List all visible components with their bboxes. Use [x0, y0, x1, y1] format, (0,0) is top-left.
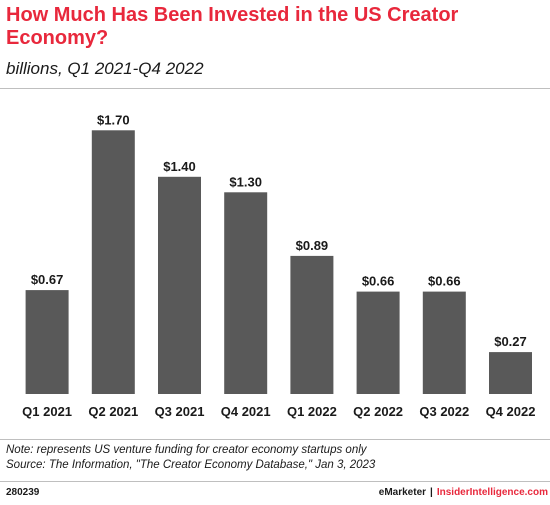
x-tick-label-q4-2021: Q4 2021: [221, 404, 271, 419]
bars-group: [25, 130, 532, 395]
bar-q3-2021: [158, 176, 201, 394]
bar-q3-2022: [422, 291, 466, 394]
value-label-q1-2021: $0.67: [31, 272, 64, 287]
x-tick-label-q3-2022: Q3 2022: [419, 404, 469, 419]
bar-q4-2022: [489, 352, 532, 394]
value-label-q3-2021: $1.40: [163, 159, 196, 174]
chart-subtitle: billions, Q1 2021-Q4 2022: [6, 59, 204, 78]
value-label-q4-2022: $0.27: [494, 334, 527, 349]
value-label-q2-2021: $1.70: [97, 112, 130, 127]
value-label-q3-2022: $0.66: [428, 274, 461, 289]
footer-divider: [0, 439, 550, 440]
bar-q1-2021: [25, 290, 69, 394]
value-label-q1-2022: $0.89: [296, 238, 329, 253]
credit-separator: |: [430, 487, 433, 498]
brand-insiderintelligence-link[interactable]: InsiderIntelligence.com: [436, 487, 548, 498]
bar-q1-2022: [290, 255, 334, 394]
bottom-divider: [0, 481, 550, 482]
chart-note: Note: represents US venture funding for …: [6, 444, 367, 456]
bar-q4-2021: [224, 192, 268, 394]
x-tick-label-q1-2022: Q1 2022: [287, 404, 337, 419]
bar-q2-2021: [91, 130, 135, 395]
x-tick-label-q1-2021: Q1 2021: [22, 404, 72, 419]
bar-q2-2022: [356, 291, 400, 394]
value-label-q4-2021: $1.30: [229, 174, 262, 189]
x-tick-label-q3-2021: Q3 2021: [155, 404, 205, 419]
x-tick-label-q2-2021: Q2 2021: [88, 404, 138, 419]
chart-title: How Much Has Been Invested in the US Cre…: [6, 4, 459, 49]
x-axis-labels-group: Q1 2021 Q2 2021 Q3 2021 Q4 2021 Q1 2022 Q2 20…: [22, 404, 535, 419]
credit-line: eMarketer | InsiderIntelligence.com: [379, 487, 548, 498]
chart-id: 280239: [6, 487, 40, 498]
brand-emarketer[interactable]: eMarketer: [378, 487, 427, 498]
x-tick-label-q2-2022: Q2 2022: [353, 404, 403, 419]
chart-source: Source: The Information, "The Creator Ec…: [6, 459, 376, 471]
value-label-q2-2022: $0.66: [362, 274, 395, 289]
x-tick-label-q4-2022: Q4 2022: [486, 404, 536, 419]
value-labels-group: $0.67 $1.70 $1.40 $1.30 $0.89 $0.66 $0.66 $0.27: [31, 112, 527, 349]
top-divider: [0, 88, 550, 89]
bar-chart: $0.67 $1.70 $1.40 $1.30 $0.89 $0.66 $0.66 $0.27…: [22, 112, 535, 419]
